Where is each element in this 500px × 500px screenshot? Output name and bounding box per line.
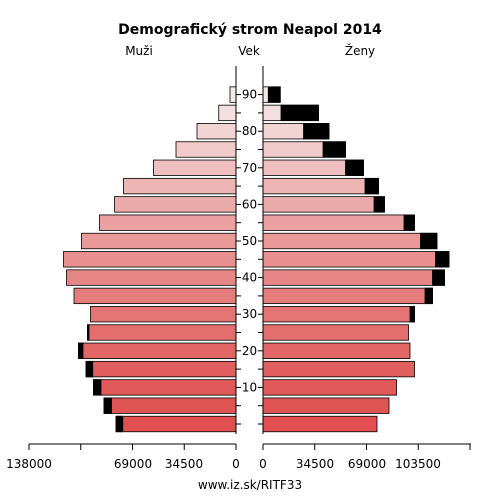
- female-bar-65-69: [262, 177, 379, 195]
- male-bar-60-64: [114, 196, 237, 213]
- x-tick-label-left-34500: 34500: [165, 457, 203, 471]
- female-excess-bar-50-54: [420, 232, 438, 250]
- female-excess-bar-90+: [267, 86, 281, 103]
- female-bar-5-9: [262, 397, 390, 414]
- y-tick-label-20: 20: [242, 344, 257, 358]
- female-excess-bar-60-64: [373, 196, 385, 213]
- female-bar-20-24: [262, 342, 411, 359]
- x-tick-label-left-0: 0: [232, 457, 240, 471]
- y-tick-label-70: 70: [242, 161, 257, 175]
- female-bar-10-14: [262, 379, 397, 396]
- female-excess-bar-55-59: [403, 214, 415, 231]
- y-tick-label-30: 30: [242, 307, 257, 321]
- chart-title: Demografický strom Neapol 2014: [118, 22, 382, 38]
- male-bar-20-24: [78, 342, 237, 359]
- male-bar-5-9: [103, 397, 237, 414]
- male-bar-80-84: [196, 123, 237, 140]
- female-bar-55-59: [262, 214, 415, 231]
- female-excess-bar-70-74: [345, 159, 364, 176]
- x-tick-label-left-69000: 69000: [114, 457, 152, 471]
- female-bar-35-39: [262, 287, 433, 305]
- male-excess-bar-0-4: [115, 415, 124, 433]
- axes: 10 20 30 40 50 60 70 80 90 138000 69000 34500 0 0 3450…: [6, 66, 471, 471]
- female-bars: [262, 86, 450, 433]
- female-bar-60-64: [262, 196, 385, 213]
- x-tick-label-right-69000: 69000: [348, 457, 386, 471]
- x-tick-label-right-34500: 34500: [296, 457, 334, 471]
- right-axis-label-women: Ženy: [345, 43, 375, 58]
- male-bar-45-49: [63, 251, 237, 268]
- female-excess-bar-85-89: [280, 104, 319, 122]
- male-bar-65-69: [123, 177, 237, 195]
- y-tick-label-60: 60: [242, 197, 257, 211]
- male-bar-35-39: [73, 287, 237, 305]
- male-bar-70-74: [153, 159, 237, 176]
- male-excess-bar-5-9: [103, 397, 112, 414]
- male-bar-55-59: [99, 214, 237, 231]
- male-bar-15-19: [85, 360, 237, 378]
- female-excess-bar-35-39: [424, 287, 433, 305]
- y-tick-label-80: 80: [242, 124, 257, 138]
- female-excess-bar-45-49: [435, 251, 450, 268]
- male-bar-90+: [229, 86, 237, 103]
- male-bar-25-29: [87, 324, 237, 341]
- male-bars: [63, 86, 237, 433]
- female-bar-45-49: [262, 251, 450, 268]
- male-bar-50-54: [81, 232, 237, 250]
- male-excess-bar-20-24: [78, 342, 84, 359]
- x-tick-label-right-103500: 103500: [395, 457, 441, 471]
- y-tick-label-50: 50: [242, 234, 257, 248]
- y-tick-label-40: 40: [242, 271, 257, 285]
- male-excess-bar-10-14: [93, 379, 102, 396]
- female-bar-40-44: [262, 269, 445, 286]
- male-bar-0-4: [115, 415, 237, 433]
- male-excess-bar-25-29: [87, 324, 90, 341]
- y-tick-label-10: 10: [242, 380, 257, 394]
- y-tick-label-90: 90: [242, 88, 257, 102]
- male-bar-75-79: [175, 141, 237, 158]
- female-bar-25-29: [262, 324, 409, 341]
- x-tick-label-left-138000: 138000: [6, 457, 52, 471]
- female-excess-bar-80-84: [303, 123, 330, 140]
- female-bar-0-4: [262, 415, 378, 433]
- female-excess-bar-40-44: [432, 269, 445, 286]
- male-bar-85-89: [218, 104, 237, 122]
- female-excess-bar-75-79: [322, 141, 346, 158]
- left-axis-label-men: Muži: [125, 44, 153, 58]
- male-excess-bar-15-19: [85, 360, 94, 378]
- female-excess-bar-65-69: [364, 177, 379, 195]
- footer-source: www.iz.sk/RITF33: [198, 478, 302, 492]
- x-tick-label-right-0: 0: [259, 457, 267, 471]
- female-excess-bar-30-34: [409, 306, 415, 323]
- female-bar-50-54: [262, 232, 438, 250]
- center-axis-label-age: Vek: [238, 44, 260, 58]
- male-bar-10-14: [93, 379, 237, 396]
- female-bar-15-19: [262, 360, 415, 378]
- female-bar-30-34: [262, 306, 415, 323]
- male-bar-30-34: [90, 306, 237, 323]
- male-bar-40-44: [66, 269, 237, 286]
